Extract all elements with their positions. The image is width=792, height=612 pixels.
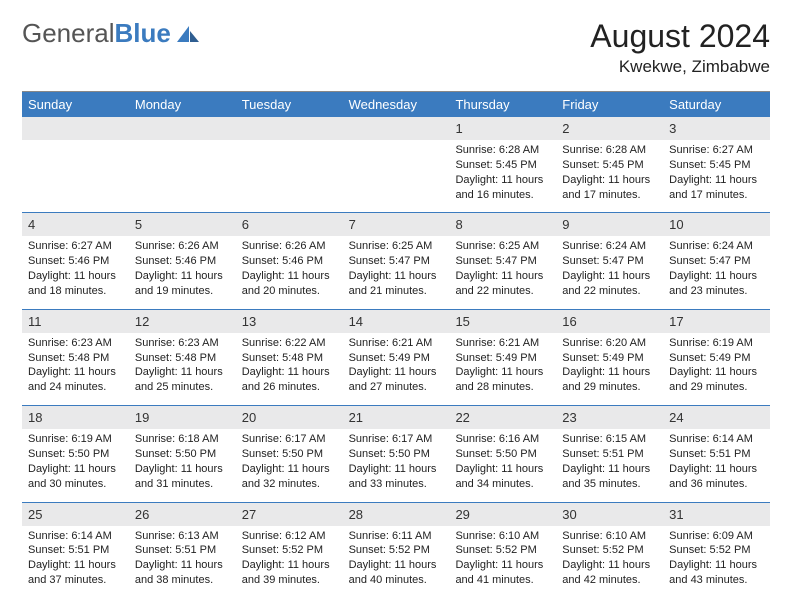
day-number: 31 <box>663 503 770 526</box>
day-detail: Sunrise: 6:09 AMSunset: 5:52 PMDaylight:… <box>663 526 770 596</box>
day-number: 27 <box>236 503 343 526</box>
day-detail: Sunrise: 6:26 AMSunset: 5:46 PMDaylight:… <box>236 236 343 306</box>
day-detail: Sunrise: 6:26 AMSunset: 5:46 PMDaylight:… <box>129 236 236 306</box>
day-number: 6 <box>236 213 343 236</box>
day-detail: Sunrise: 6:14 AMSunset: 5:51 PMDaylight:… <box>22 526 129 596</box>
day-detail: Sunrise: 6:28 AMSunset: 5:45 PMDaylight:… <box>449 140 556 210</box>
daynum-row: 18192021222324 <box>22 406 770 429</box>
day-detail: Sunrise: 6:23 AMSunset: 5:48 PMDaylight:… <box>129 333 236 403</box>
day-detail: Sunrise: 6:13 AMSunset: 5:51 PMDaylight:… <box>129 526 236 596</box>
day-number: 8 <box>449 213 556 236</box>
day-detail: Sunrise: 6:16 AMSunset: 5:50 PMDaylight:… <box>449 429 556 499</box>
weekday-tuesday: Tuesday <box>236 92 343 117</box>
day-number: 25 <box>22 503 129 526</box>
day-number: 4 <box>22 213 129 236</box>
weekday-saturday: Saturday <box>663 92 770 117</box>
day-number: 11 <box>22 310 129 333</box>
daynum-row: 25262728293031 <box>22 503 770 526</box>
page-location: Kwekwe, Zimbabwe <box>590 57 770 77</box>
day-number: 30 <box>556 503 663 526</box>
detail-row: Sunrise: 6:19 AMSunset: 5:50 PMDaylight:… <box>22 429 770 499</box>
day-number <box>22 117 129 140</box>
day-detail: Sunrise: 6:27 AMSunset: 5:46 PMDaylight:… <box>22 236 129 306</box>
day-detail: Sunrise: 6:24 AMSunset: 5:47 PMDaylight:… <box>663 236 770 306</box>
brand-text-a: General <box>22 18 115 49</box>
day-detail: Sunrise: 6:27 AMSunset: 5:45 PMDaylight:… <box>663 140 770 210</box>
day-detail: Sunrise: 6:25 AMSunset: 5:47 PMDaylight:… <box>343 236 450 306</box>
day-detail: Sunrise: 6:19 AMSunset: 5:50 PMDaylight:… <box>22 429 129 499</box>
day-detail: Sunrise: 6:22 AMSunset: 5:48 PMDaylight:… <box>236 333 343 403</box>
day-number: 22 <box>449 406 556 429</box>
daynum-row: 45678910 <box>22 213 770 236</box>
day-detail: Sunrise: 6:12 AMSunset: 5:52 PMDaylight:… <box>236 526 343 596</box>
day-number: 24 <box>663 406 770 429</box>
day-number: 7 <box>343 213 450 236</box>
day-detail: Sunrise: 6:20 AMSunset: 5:49 PMDaylight:… <box>556 333 663 403</box>
day-number: 10 <box>663 213 770 236</box>
day-detail: Sunrise: 6:11 AMSunset: 5:52 PMDaylight:… <box>343 526 450 596</box>
brand-text-b: Blue <box>115 18 171 49</box>
header: GeneralBlue August 2024 Kwekwe, Zimbabwe <box>22 18 770 77</box>
day-number: 9 <box>556 213 663 236</box>
day-detail: Sunrise: 6:10 AMSunset: 5:52 PMDaylight:… <box>449 526 556 596</box>
day-detail: Sunrise: 6:23 AMSunset: 5:48 PMDaylight:… <box>22 333 129 403</box>
day-detail: Sunrise: 6:10 AMSunset: 5:52 PMDaylight:… <box>556 526 663 596</box>
day-number <box>129 117 236 140</box>
title-block: August 2024 Kwekwe, Zimbabwe <box>590 18 770 77</box>
day-number <box>236 117 343 140</box>
day-detail: Sunrise: 6:17 AMSunset: 5:50 PMDaylight:… <box>343 429 450 499</box>
day-number: 3 <box>663 117 770 140</box>
day-number: 20 <box>236 406 343 429</box>
day-detail <box>22 140 129 210</box>
weekday-wednesday: Wednesday <box>343 92 450 117</box>
detail-row: Sunrise: 6:27 AMSunset: 5:46 PMDaylight:… <box>22 236 770 306</box>
day-detail <box>129 140 236 210</box>
daynum-row: 123 <box>22 117 770 140</box>
day-number <box>343 117 450 140</box>
day-detail: Sunrise: 6:24 AMSunset: 5:47 PMDaylight:… <box>556 236 663 306</box>
weekday-friday: Friday <box>556 92 663 117</box>
weekday-monday: Monday <box>129 92 236 117</box>
day-detail <box>343 140 450 210</box>
weekday-thursday: Thursday <box>449 92 556 117</box>
day-number: 18 <box>22 406 129 429</box>
detail-row: Sunrise: 6:28 AMSunset: 5:45 PMDaylight:… <box>22 140 770 210</box>
day-detail: Sunrise: 6:21 AMSunset: 5:49 PMDaylight:… <box>449 333 556 403</box>
day-detail: Sunrise: 6:15 AMSunset: 5:51 PMDaylight:… <box>556 429 663 499</box>
weekday-sunday: Sunday <box>22 92 129 117</box>
day-detail: Sunrise: 6:19 AMSunset: 5:49 PMDaylight:… <box>663 333 770 403</box>
day-number: 2 <box>556 117 663 140</box>
day-number: 29 <box>449 503 556 526</box>
detail-row: Sunrise: 6:14 AMSunset: 5:51 PMDaylight:… <box>22 526 770 596</box>
day-detail: Sunrise: 6:17 AMSunset: 5:50 PMDaylight:… <box>236 429 343 499</box>
detail-row: Sunrise: 6:23 AMSunset: 5:48 PMDaylight:… <box>22 333 770 403</box>
day-number: 26 <box>129 503 236 526</box>
calendar: SundayMondayTuesdayWednesdayThursdayFrid… <box>22 91 770 596</box>
day-detail: Sunrise: 6:14 AMSunset: 5:51 PMDaylight:… <box>663 429 770 499</box>
day-detail: Sunrise: 6:18 AMSunset: 5:50 PMDaylight:… <box>129 429 236 499</box>
brand-sail-icon <box>175 24 201 44</box>
weekday-header-row: SundayMondayTuesdayWednesdayThursdayFrid… <box>22 92 770 117</box>
day-detail: Sunrise: 6:25 AMSunset: 5:47 PMDaylight:… <box>449 236 556 306</box>
day-number: 16 <box>556 310 663 333</box>
day-number: 19 <box>129 406 236 429</box>
day-detail: Sunrise: 6:21 AMSunset: 5:49 PMDaylight:… <box>343 333 450 403</box>
day-number: 15 <box>449 310 556 333</box>
day-number: 13 <box>236 310 343 333</box>
day-detail <box>236 140 343 210</box>
daynum-row: 11121314151617 <box>22 310 770 333</box>
day-number: 17 <box>663 310 770 333</box>
page-title: August 2024 <box>590 18 770 55</box>
day-number: 12 <box>129 310 236 333</box>
day-number: 14 <box>343 310 450 333</box>
calendar-body: 123Sunrise: 6:28 AMSunset: 5:45 PMDaylig… <box>22 117 770 596</box>
day-number: 28 <box>343 503 450 526</box>
day-number: 23 <box>556 406 663 429</box>
brand-logo: GeneralBlue <box>22 18 201 49</box>
day-detail: Sunrise: 6:28 AMSunset: 5:45 PMDaylight:… <box>556 140 663 210</box>
day-number: 21 <box>343 406 450 429</box>
day-number: 1 <box>449 117 556 140</box>
day-number: 5 <box>129 213 236 236</box>
